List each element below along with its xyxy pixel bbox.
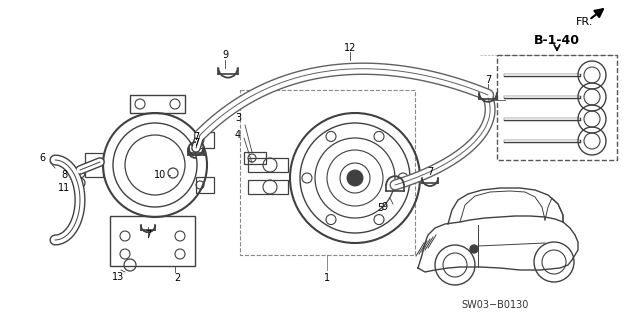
Circle shape [470,245,478,253]
Text: 9: 9 [222,50,228,60]
Bar [196,177,214,193]
Text: 10: 10 [154,170,166,180]
Text: 7: 7 [427,167,433,177]
Text: 3: 3 [235,113,241,123]
Bar [130,95,185,113]
Bar [196,132,214,148]
Text: 11: 11 [58,183,70,193]
Text: 12: 12 [344,43,356,53]
Text: 2: 2 [174,273,180,283]
Text: SW03−B0130: SW03−B0130 [461,300,529,310]
Text: 1: 1 [324,273,330,283]
Circle shape [347,170,363,186]
Text: 9: 9 [381,202,387,212]
Bar [244,152,266,164]
Bar [497,55,617,160]
Bar [85,153,103,177]
Text: 13: 13 [112,272,124,282]
Bar [110,216,195,266]
Text: 7: 7 [485,75,491,85]
Text: 8: 8 [61,170,67,180]
Bar [248,180,288,194]
Text: 6: 6 [39,153,45,163]
Text: 4: 4 [235,130,241,140]
Bar [248,158,288,172]
Bar [240,90,415,255]
Text: 5: 5 [377,203,383,213]
Text: FR.: FR. [576,17,594,27]
Text: 7: 7 [193,138,199,148]
Text: 7: 7 [145,230,151,240]
Text: 7: 7 [193,132,199,142]
Text: B-1-40: B-1-40 [534,33,580,47]
